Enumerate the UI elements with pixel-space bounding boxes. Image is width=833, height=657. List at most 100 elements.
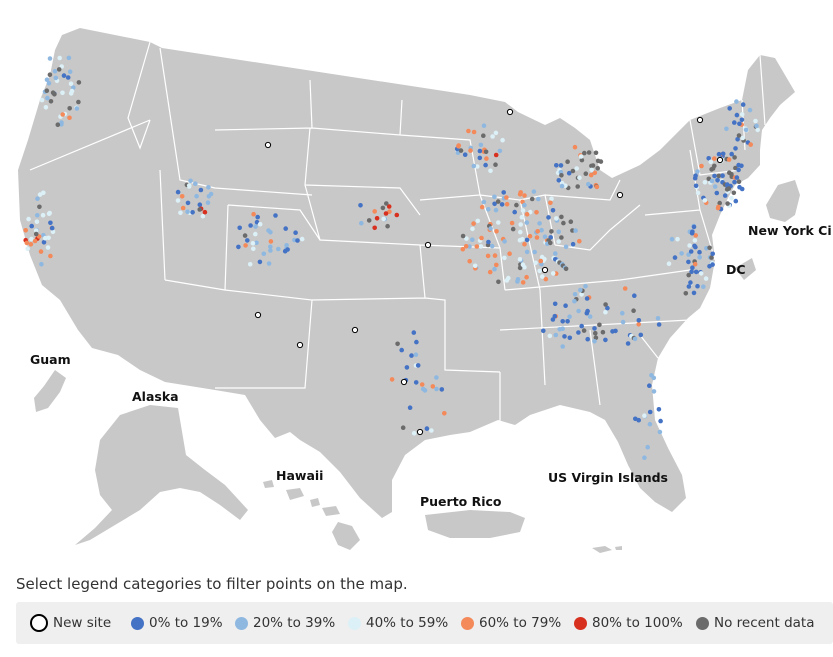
site-point[interactable] (420, 386, 426, 392)
site-point[interactable] (692, 261, 698, 267)
site-point[interactable] (577, 238, 582, 244)
site-point[interactable] (506, 275, 511, 281)
site-point[interactable] (693, 233, 698, 238)
site-point[interactable] (468, 148, 473, 153)
site-point[interactable] (529, 196, 535, 202)
new-site-point[interactable] (424, 241, 432, 249)
site-point[interactable] (651, 375, 657, 381)
site-point[interactable] (23, 228, 29, 233)
site-point[interactable] (522, 193, 527, 198)
site-point[interactable] (524, 212, 530, 217)
site-point[interactable] (257, 259, 263, 265)
site-point[interactable] (434, 375, 439, 380)
site-point[interactable] (595, 166, 600, 171)
site-point[interactable] (484, 156, 489, 161)
site-point[interactable] (456, 144, 461, 149)
site-point[interactable] (710, 251, 715, 257)
site-point[interactable] (268, 244, 273, 250)
site-point[interactable] (486, 239, 491, 245)
site-point[interactable] (39, 261, 44, 267)
site-point[interactable] (251, 246, 256, 252)
site-point[interactable] (407, 405, 413, 411)
site-point[interactable] (69, 88, 75, 94)
site-point[interactable] (734, 99, 739, 104)
site-point[interactable] (675, 236, 680, 242)
site-point[interactable] (60, 112, 65, 117)
site-point[interactable] (35, 196, 40, 201)
site-point[interactable] (592, 170, 598, 176)
site-point[interactable] (38, 249, 44, 254)
site-point[interactable] (567, 335, 573, 341)
site-point[interactable] (268, 239, 274, 244)
site-point[interactable] (55, 122, 61, 127)
new-site-point[interactable] (616, 191, 624, 199)
site-point[interactable] (642, 413, 647, 419)
site-point[interactable] (753, 118, 758, 124)
site-point[interactable] (736, 167, 741, 173)
site-point[interactable] (293, 230, 298, 235)
site-point[interactable] (493, 162, 498, 167)
site-point[interactable] (186, 183, 192, 188)
site-point[interactable] (409, 353, 414, 358)
site-point[interactable] (552, 301, 558, 307)
site-point[interactable] (487, 269, 493, 275)
site-point[interactable] (579, 157, 585, 163)
site-point[interactable] (389, 377, 395, 382)
new-site-point[interactable] (696, 116, 704, 124)
site-point[interactable] (651, 389, 657, 394)
site-point[interactable] (687, 243, 692, 248)
site-point[interactable] (707, 245, 712, 251)
site-point[interactable] (250, 241, 256, 246)
site-point[interactable] (647, 409, 653, 415)
site-point[interactable] (570, 241, 576, 247)
new-site-point[interactable] (254, 311, 262, 319)
site-point[interactable] (48, 253, 53, 259)
site-point[interactable] (42, 235, 48, 241)
site-point[interactable] (481, 133, 486, 138)
site-point[interactable] (727, 106, 732, 111)
site-point[interactable] (520, 237, 525, 242)
site-point[interactable] (690, 229, 695, 234)
site-point[interactable] (522, 202, 527, 208)
site-point[interactable] (720, 151, 726, 157)
site-point[interactable] (735, 137, 740, 142)
site-point[interactable] (248, 223, 253, 228)
site-point[interactable] (597, 322, 602, 328)
site-point[interactable] (67, 69, 73, 74)
site-point[interactable] (35, 213, 40, 218)
site-point[interactable] (755, 127, 760, 133)
site-point[interactable] (556, 178, 562, 183)
site-point[interactable] (552, 313, 558, 319)
site-point[interactable] (496, 220, 501, 225)
site-point[interactable] (29, 223, 34, 229)
site-point[interactable] (76, 99, 81, 105)
site-point[interactable] (295, 238, 300, 243)
site-point[interactable] (722, 193, 728, 198)
site-point[interactable] (34, 219, 40, 224)
site-point[interactable] (419, 382, 425, 387)
site-point[interactable] (578, 154, 584, 159)
site-point[interactable] (237, 225, 242, 231)
site-point[interactable] (554, 216, 559, 221)
site-point[interactable] (68, 81, 74, 86)
site-point[interactable] (740, 135, 745, 141)
site-point[interactable] (577, 175, 582, 180)
site-point[interactable] (697, 254, 702, 260)
site-point[interactable] (49, 225, 55, 231)
site-point[interactable] (548, 240, 553, 246)
site-point[interactable] (44, 77, 50, 82)
site-point[interactable] (414, 339, 419, 345)
site-point[interactable] (565, 159, 570, 164)
site-point[interactable] (561, 220, 566, 226)
new-site-point[interactable] (400, 378, 408, 386)
site-point[interactable] (434, 386, 439, 392)
site-point[interactable] (549, 229, 554, 234)
site-point[interactable] (537, 221, 542, 226)
site-point[interactable] (647, 421, 653, 427)
site-point[interactable] (515, 279, 520, 284)
site-point[interactable] (493, 152, 499, 158)
site-point[interactable] (695, 190, 701, 196)
site-point[interactable] (595, 158, 601, 164)
site-point[interactable] (669, 236, 675, 242)
site-point[interactable] (206, 194, 212, 199)
